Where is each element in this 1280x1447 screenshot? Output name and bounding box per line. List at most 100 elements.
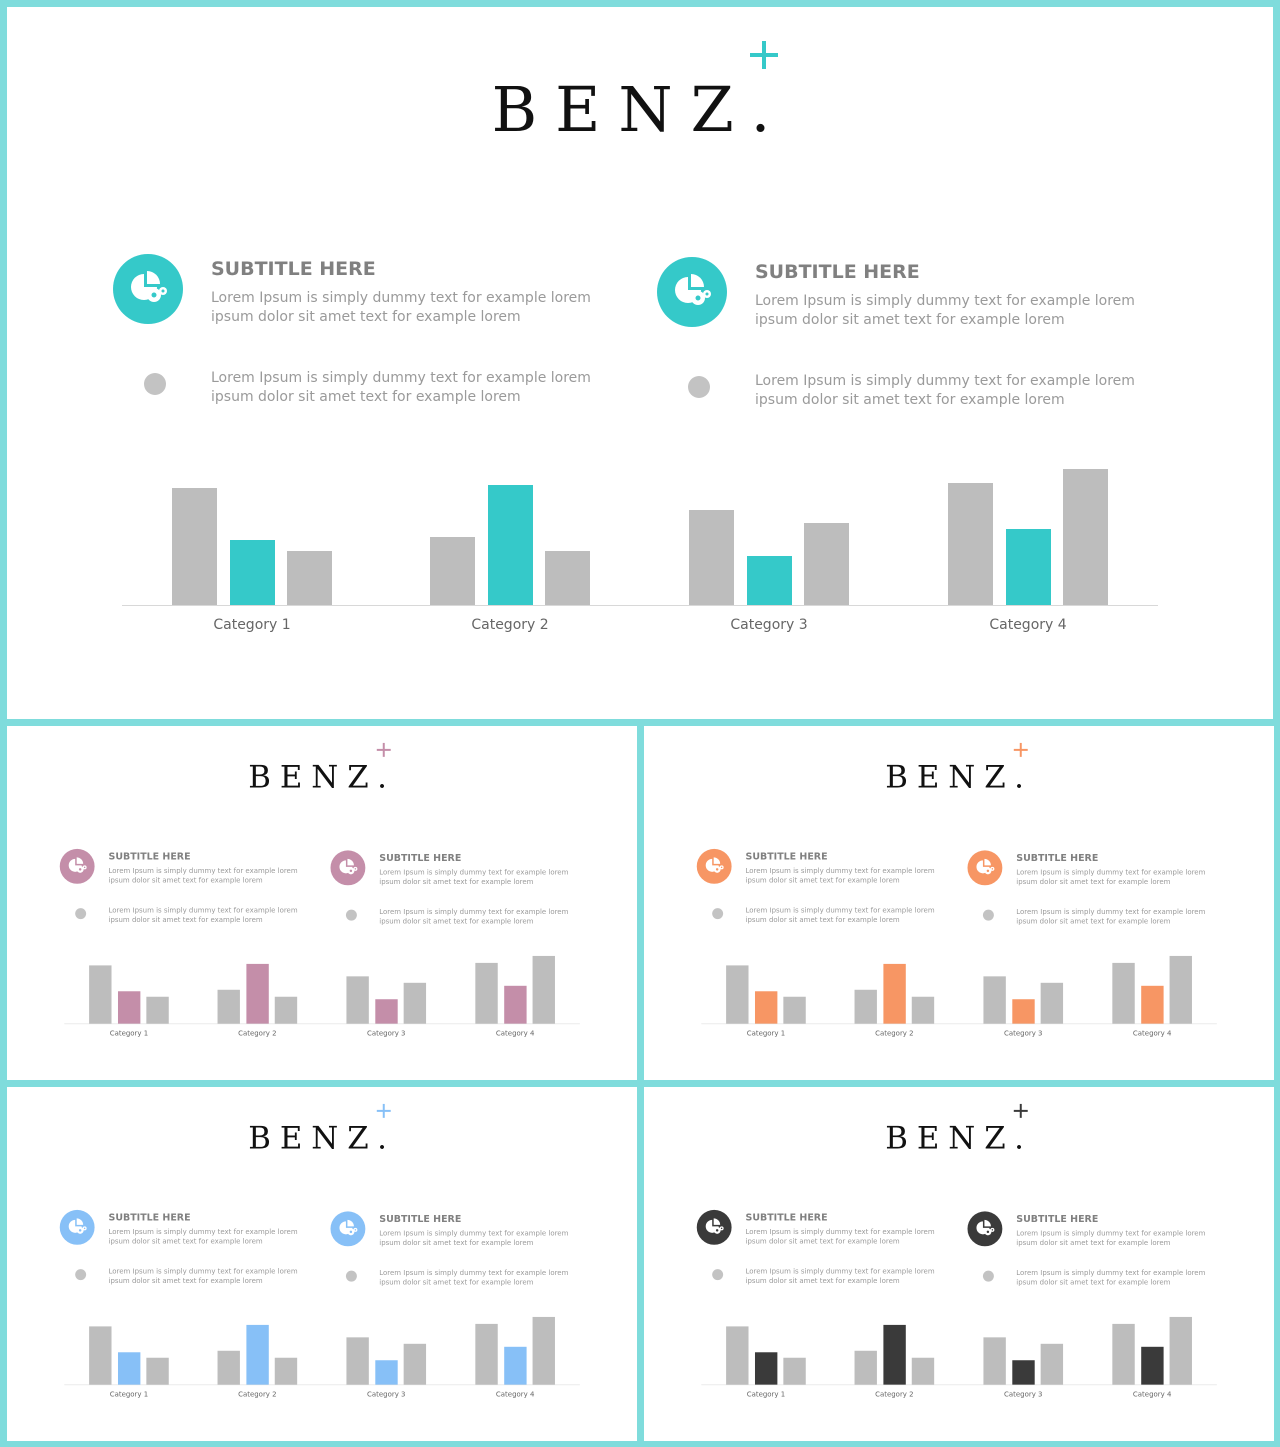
pie-chart-gear-icon	[696, 1209, 732, 1245]
slide-content: BENZ. SUBTITLE HERE Lorem Ipsum is simpl…	[644, 726, 1274, 1080]
body-text: Lorem Ipsum is simply dummy text for exa…	[745, 866, 935, 885]
bar-1-series-3	[146, 1357, 169, 1385]
category-label: Category 1	[109, 1390, 149, 1399]
body-text: Lorem Ipsum is simply dummy text for exa…	[745, 1267, 935, 1286]
category-label: Category 3	[1004, 1390, 1043, 1399]
bar-1-series-3	[287, 551, 332, 605]
bar-1-series-2	[754, 991, 778, 1024]
bar-3-series-2	[375, 1360, 398, 1385]
slide-content: BENZ. SUBTITLE HERE Lorem Ipsum is simpl…	[644, 1087, 1274, 1441]
slide-variant-blue: BENZ. SUBTITLE HERE Lorem Ipsum is simpl…	[7, 1087, 637, 1441]
category-label: Category 2	[471, 617, 549, 633]
bar-4-series-3	[532, 1316, 555, 1385]
category-label: Category 4	[495, 1390, 535, 1399]
category-label: Category 2	[875, 1390, 914, 1399]
bar-1-series-3	[146, 996, 169, 1024]
bar-3-series-2	[746, 556, 792, 605]
bar-2-series-3	[911, 996, 935, 1024]
body-text: Lorem Ipsum is simply dummy text for exa…	[211, 370, 591, 405]
body-text: Lorem Ipsum is simply dummy text for exa…	[1016, 908, 1206, 926]
category-label: Category 3	[730, 617, 808, 633]
bar-4-series-1	[475, 962, 498, 1024]
slide-content: BENZ. SUBTITLE HERE Lorem Ipsum is simpl…	[7, 1087, 637, 1441]
bar-2-series-2	[246, 963, 269, 1024]
category-label: Category 1	[213, 617, 291, 633]
plus-icon	[373, 1100, 395, 1122]
bar-2-series-1	[854, 989, 877, 1024]
bar-1-series-1	[89, 1326, 112, 1385]
bar-1-series-2	[117, 1352, 141, 1385]
category-label: Category 2	[238, 1390, 277, 1399]
bar-4-series-1	[475, 1323, 498, 1385]
bar-3-series-3	[403, 982, 427, 1024]
body-text: Lorem Ipsum is simply dummy text for exa…	[745, 906, 935, 925]
brand-title: BENZ.	[885, 758, 1033, 796]
bar-4-series-3	[532, 955, 555, 1024]
bar-2-series-2	[487, 485, 533, 605]
bar-3-series-1	[346, 976, 369, 1024]
body-text: Lorem Ipsum is simply dummy text for exa…	[379, 1269, 569, 1287]
plus-icon	[373, 739, 395, 761]
slide-content: BENZ. SUBTITLE HERE Lorem Ipsum is simpl…	[7, 726, 637, 1080]
bar-1-series-1	[726, 965, 749, 1024]
body-text: Lorem Ipsum is simply dummy text for exa…	[108, 866, 298, 885]
bar-4-series-2	[1140, 985, 1164, 1024]
category-label: Category 2	[238, 1029, 277, 1038]
slide-variant-dark: BENZ. SUBTITLE HERE Lorem Ipsum is simpl…	[644, 1087, 1274, 1441]
body-text: Lorem Ipsum is simply dummy text for exa…	[745, 1227, 935, 1246]
subtitle: SUBTITLE HERE	[108, 850, 191, 862]
bar-2-series-1	[217, 1350, 240, 1385]
brand-title: BENZ.	[885, 1119, 1033, 1157]
bar-4-series-2	[1140, 1346, 1164, 1385]
slide-variant-mauve: BENZ. SUBTITLE HERE Lorem Ipsum is simpl…	[7, 726, 637, 1080]
subtitle: SUBTITLE HERE	[755, 261, 920, 283]
bar-2-series-3	[274, 996, 298, 1024]
bar-2-series-2	[883, 963, 906, 1024]
body-text: Lorem Ipsum is simply dummy text for exa…	[379, 908, 569, 926]
bar-3-series-1	[983, 1337, 1006, 1385]
pie-chart-gear-icon	[330, 850, 366, 886]
x-axis-line	[122, 605, 1158, 606]
bar-3-series-2	[1012, 1360, 1035, 1385]
plus-icon	[1010, 739, 1032, 761]
bar-3-series-1	[346, 1337, 369, 1385]
slide-content: BENZ. SUBTITLE HERE Lorem Ipsum is simpl…	[7, 7, 1273, 719]
subtitle: SUBTITLE HERE	[1016, 852, 1099, 864]
body-text: Lorem Ipsum is simply dummy text for exa…	[108, 1267, 298, 1286]
body-text: Lorem Ipsum is simply dummy text for exa…	[108, 906, 298, 925]
bar-2-series-1	[430, 537, 475, 605]
pie-chart-gear-icon	[59, 848, 95, 884]
bar-4-series-2	[1005, 529, 1051, 605]
bullet-dot	[688, 376, 710, 398]
bullet-dot	[982, 1270, 994, 1282]
bullet-dot	[345, 909, 357, 921]
bar-2-series-1	[217, 989, 240, 1024]
bar-4-series-1	[1112, 962, 1135, 1024]
plus-icon	[1010, 1100, 1032, 1122]
slide-variant-orange: BENZ. SUBTITLE HERE Lorem Ipsum is simpl…	[644, 726, 1274, 1080]
bar-1-series-2	[229, 540, 275, 605]
subtitle: SUBTITLE HERE	[379, 852, 462, 864]
bar-1-series-2	[754, 1352, 778, 1385]
pie-chart-gear-icon	[59, 1209, 95, 1245]
category-label: Category 4	[1132, 1029, 1172, 1038]
bar-3-series-3	[1040, 1343, 1064, 1385]
pie-chart-gear-icon	[967, 850, 1003, 886]
bar-2-series-2	[883, 1324, 906, 1385]
category-label: Category 1	[746, 1029, 786, 1038]
bullet-dot	[712, 1269, 724, 1281]
body-text: Lorem Ipsum is simply dummy text for exa…	[1016, 1229, 1206, 1247]
bar-4-series-3	[1169, 1316, 1192, 1385]
subtitle: SUBTITLE HERE	[211, 258, 376, 280]
bar-4-series-3	[1063, 469, 1108, 605]
bar-4-series-2	[503, 1346, 527, 1385]
category-label: Category 4	[1132, 1390, 1172, 1399]
bullet-dot	[345, 1270, 357, 1282]
category-label: Category 3	[367, 1029, 406, 1038]
body-text: Lorem Ipsum is simply dummy text for exa…	[1016, 868, 1206, 886]
subtitle: SUBTITLE HERE	[379, 1213, 462, 1225]
bar-3-series-2	[1012, 999, 1035, 1024]
pie-chart-gear-icon	[113, 254, 183, 324]
pie-chart-gear-icon	[696, 848, 732, 884]
category-label: Category 1	[109, 1029, 149, 1038]
